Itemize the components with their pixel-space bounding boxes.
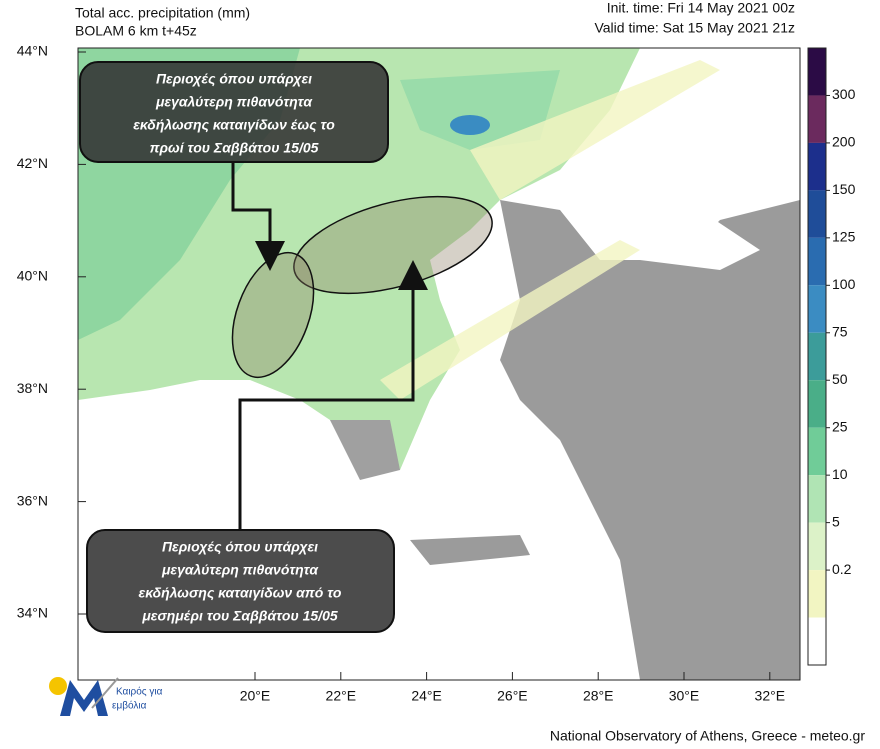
lat-label: 42°N [17,155,48,171]
annotation-box [86,529,395,633]
valid-time: Valid time: Sat 15 May 2021 21z [594,20,795,36]
lat-label: 38°N [17,380,48,396]
lon-label: 20°E [240,688,271,704]
arrow [238,260,428,530]
lat-label: 34°N [17,605,48,621]
footer: National Observatory of Athens, Greece -… [550,728,865,744]
colorbar-frame [807,47,827,666]
colorbar-segment [808,475,826,523]
colorbar-segment [808,332,826,381]
lat-label: 40°N [17,268,48,284]
colorbar-segment [808,142,826,191]
colorbar-label: 200 [832,134,856,150]
colorbar-segment [808,427,826,476]
annotation-text: μεσημέρι του Σαββάτου 15/05 [141,608,338,624]
colorbar-segment [808,617,826,665]
annotation-text: Περιοχές όπου υπάρχει [162,539,318,555]
arrow [231,162,285,271]
map-frame [77,47,801,681]
annotation-text: πρωί του Σαββάτου 15/05 [150,140,319,156]
lon-label: 26°E [497,688,528,704]
annotation-text: εκδήλωσης καταιγίδων έως το [133,117,335,133]
colorbar-segment [808,95,826,143]
annotation-box [79,61,389,163]
colorbar-segment [808,237,826,286]
lon-label: 22°E [326,688,357,704]
colorbar-segment [808,380,826,428]
storm-area [231,251,315,379]
title: Total acc. precipitation (mm) [75,5,250,21]
colorbar-label: 10 [832,466,848,482]
logo-text: εμβόλια [112,700,147,712]
logo-text: Καιρός για [116,686,163,698]
colorbar-segment [808,48,826,96]
lon-label: 24°E [411,688,442,704]
colorbar-label: 50 [832,371,848,387]
lat-label: 44°N [17,43,48,59]
colorbar-segment [808,190,826,238]
colorbar-label: 5 [832,513,840,529]
colorbar-segment [808,285,826,333]
lon-label: 30°E [669,688,700,704]
colorbar-label: 300 [832,86,856,102]
colorbar-label: 125 [832,229,856,245]
annotation-text: Περιοχές όπου υπάρχει [156,71,312,87]
colorbar-label: 100 [832,276,856,292]
colorbar-label: 0.2 [832,561,852,577]
colorbar-segment [808,570,826,618]
annotation-text: εκδήλωσης καταιγίδων από το [139,585,342,601]
colorbar-label: 75 [832,323,848,339]
lat-label: 36°N [17,492,48,508]
subtitle: BOLAM 6 km t+45z [75,23,197,39]
colorbar-label: 25 [832,418,848,434]
lon-label: 32°E [755,688,786,704]
lon-label: 28°E [583,688,614,704]
logo [49,677,119,716]
colorbar-segment [808,522,826,571]
annotation-text: μεγαλύτερη πιθανότητα [161,562,319,578]
colorbar-label: 150 [832,181,856,197]
annotation-text: μεγαλύτερη πιθανότητα [155,94,313,110]
init-time: Init. time: Fri 14 May 2021 00z [607,0,795,16]
